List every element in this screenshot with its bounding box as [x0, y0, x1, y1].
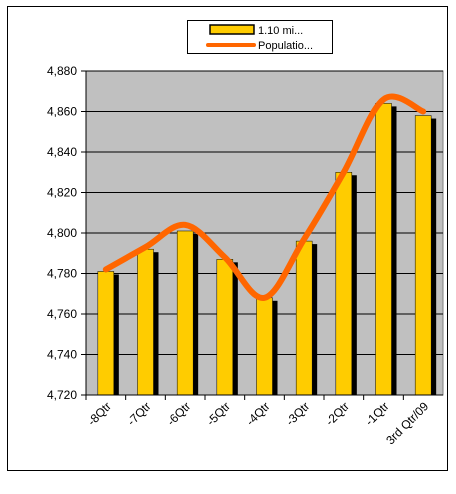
- legend-label-line: Populatio...: [258, 40, 313, 52]
- line-layer: [102, 93, 427, 301]
- y-tick-label: 4,720: [47, 388, 77, 402]
- y-tick-label: 4,740: [47, 348, 77, 362]
- y-tick-label: 4,840: [47, 145, 77, 159]
- series-line: [102, 93, 427, 301]
- y-tick-label: 4,880: [47, 64, 77, 78]
- bar: [256, 297, 273, 396]
- y-tick-label: 4,760: [47, 307, 77, 321]
- bar: [335, 172, 353, 396]
- bar: [137, 248, 154, 396]
- y-tick-label: 4,780: [47, 267, 77, 281]
- bar: [216, 259, 234, 396]
- bar: [295, 240, 313, 396]
- bar: [414, 115, 432, 396]
- y-tick-label: 4,860: [47, 105, 77, 119]
- y-tick-labels: 4,720 4,740 4,760 4,780 4,800 4,820 4,840 4,860…: [47, 64, 86, 402]
- legend-swatch-bar: [209, 24, 255, 35]
- bar: [176, 230, 194, 396]
- y-tick-label: 4,820: [47, 186, 77, 200]
- bar: [97, 271, 115, 396]
- legend-label-bar: 1.10 mi...: [258, 25, 303, 37]
- bars-layer: [97, 103, 437, 396]
- legend: 1.10 mi... Populatio...: [187, 20, 333, 54]
- y-tick-label: 4,800: [47, 226, 77, 240]
- bar: [375, 103, 392, 396]
